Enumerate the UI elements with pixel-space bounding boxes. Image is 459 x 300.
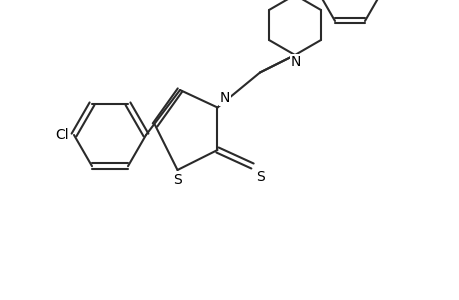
Text: N: N bbox=[219, 91, 230, 105]
Text: N: N bbox=[290, 55, 301, 69]
Text: Cl: Cl bbox=[55, 128, 69, 142]
Text: S: S bbox=[256, 170, 265, 184]
Text: S: S bbox=[173, 172, 181, 187]
